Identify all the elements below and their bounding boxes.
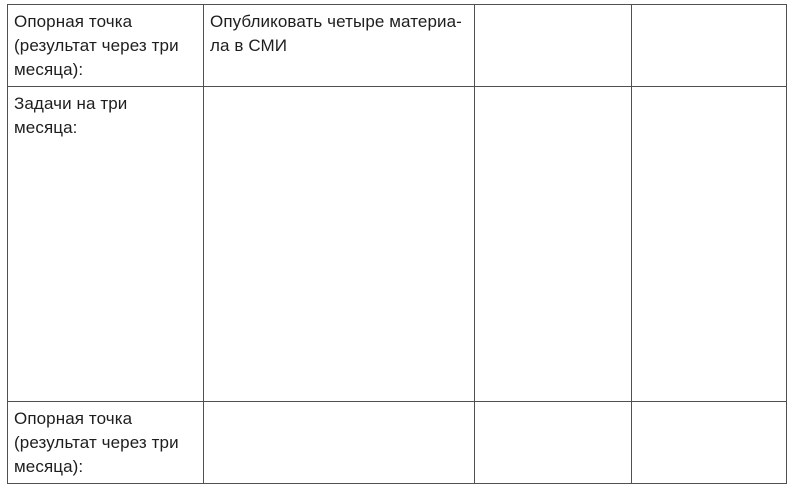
cell-tasks-value xyxy=(203,86,475,402)
cell-anchor-point-1-empty-1 xyxy=(474,4,632,87)
cell-anchor-point-2-empty-2 xyxy=(631,401,787,484)
table-row-anchor-point-2: Опорная точка (результат через три месяц… xyxy=(7,401,787,484)
cell-anchor-point-2-value xyxy=(203,401,475,484)
cell-anchor-point-2-label: Опорная точка (результат через три месяц… xyxy=(7,401,204,484)
cell-anchor-point-1-label: Опорная точка (результат через три месяц… xyxy=(7,4,204,87)
cell-tasks-empty-1 xyxy=(474,86,632,402)
cell-anchor-point-1-empty-2 xyxy=(631,4,787,87)
table-row-tasks: Задачи на три месяца: xyxy=(7,86,787,402)
cell-tasks-empty-2 xyxy=(631,86,787,402)
cell-tasks-label: Задачи на три месяца: xyxy=(7,86,204,402)
table-row-anchor-point-1: Опорная точка (результат через три месяц… xyxy=(7,4,787,87)
planning-table: Опорная точка (результат через три месяц… xyxy=(7,4,787,484)
cell-anchor-point-1-value: Опубликовать четыре материа- ла в СМИ xyxy=(203,4,475,87)
cell-anchor-point-2-empty-1 xyxy=(474,401,632,484)
